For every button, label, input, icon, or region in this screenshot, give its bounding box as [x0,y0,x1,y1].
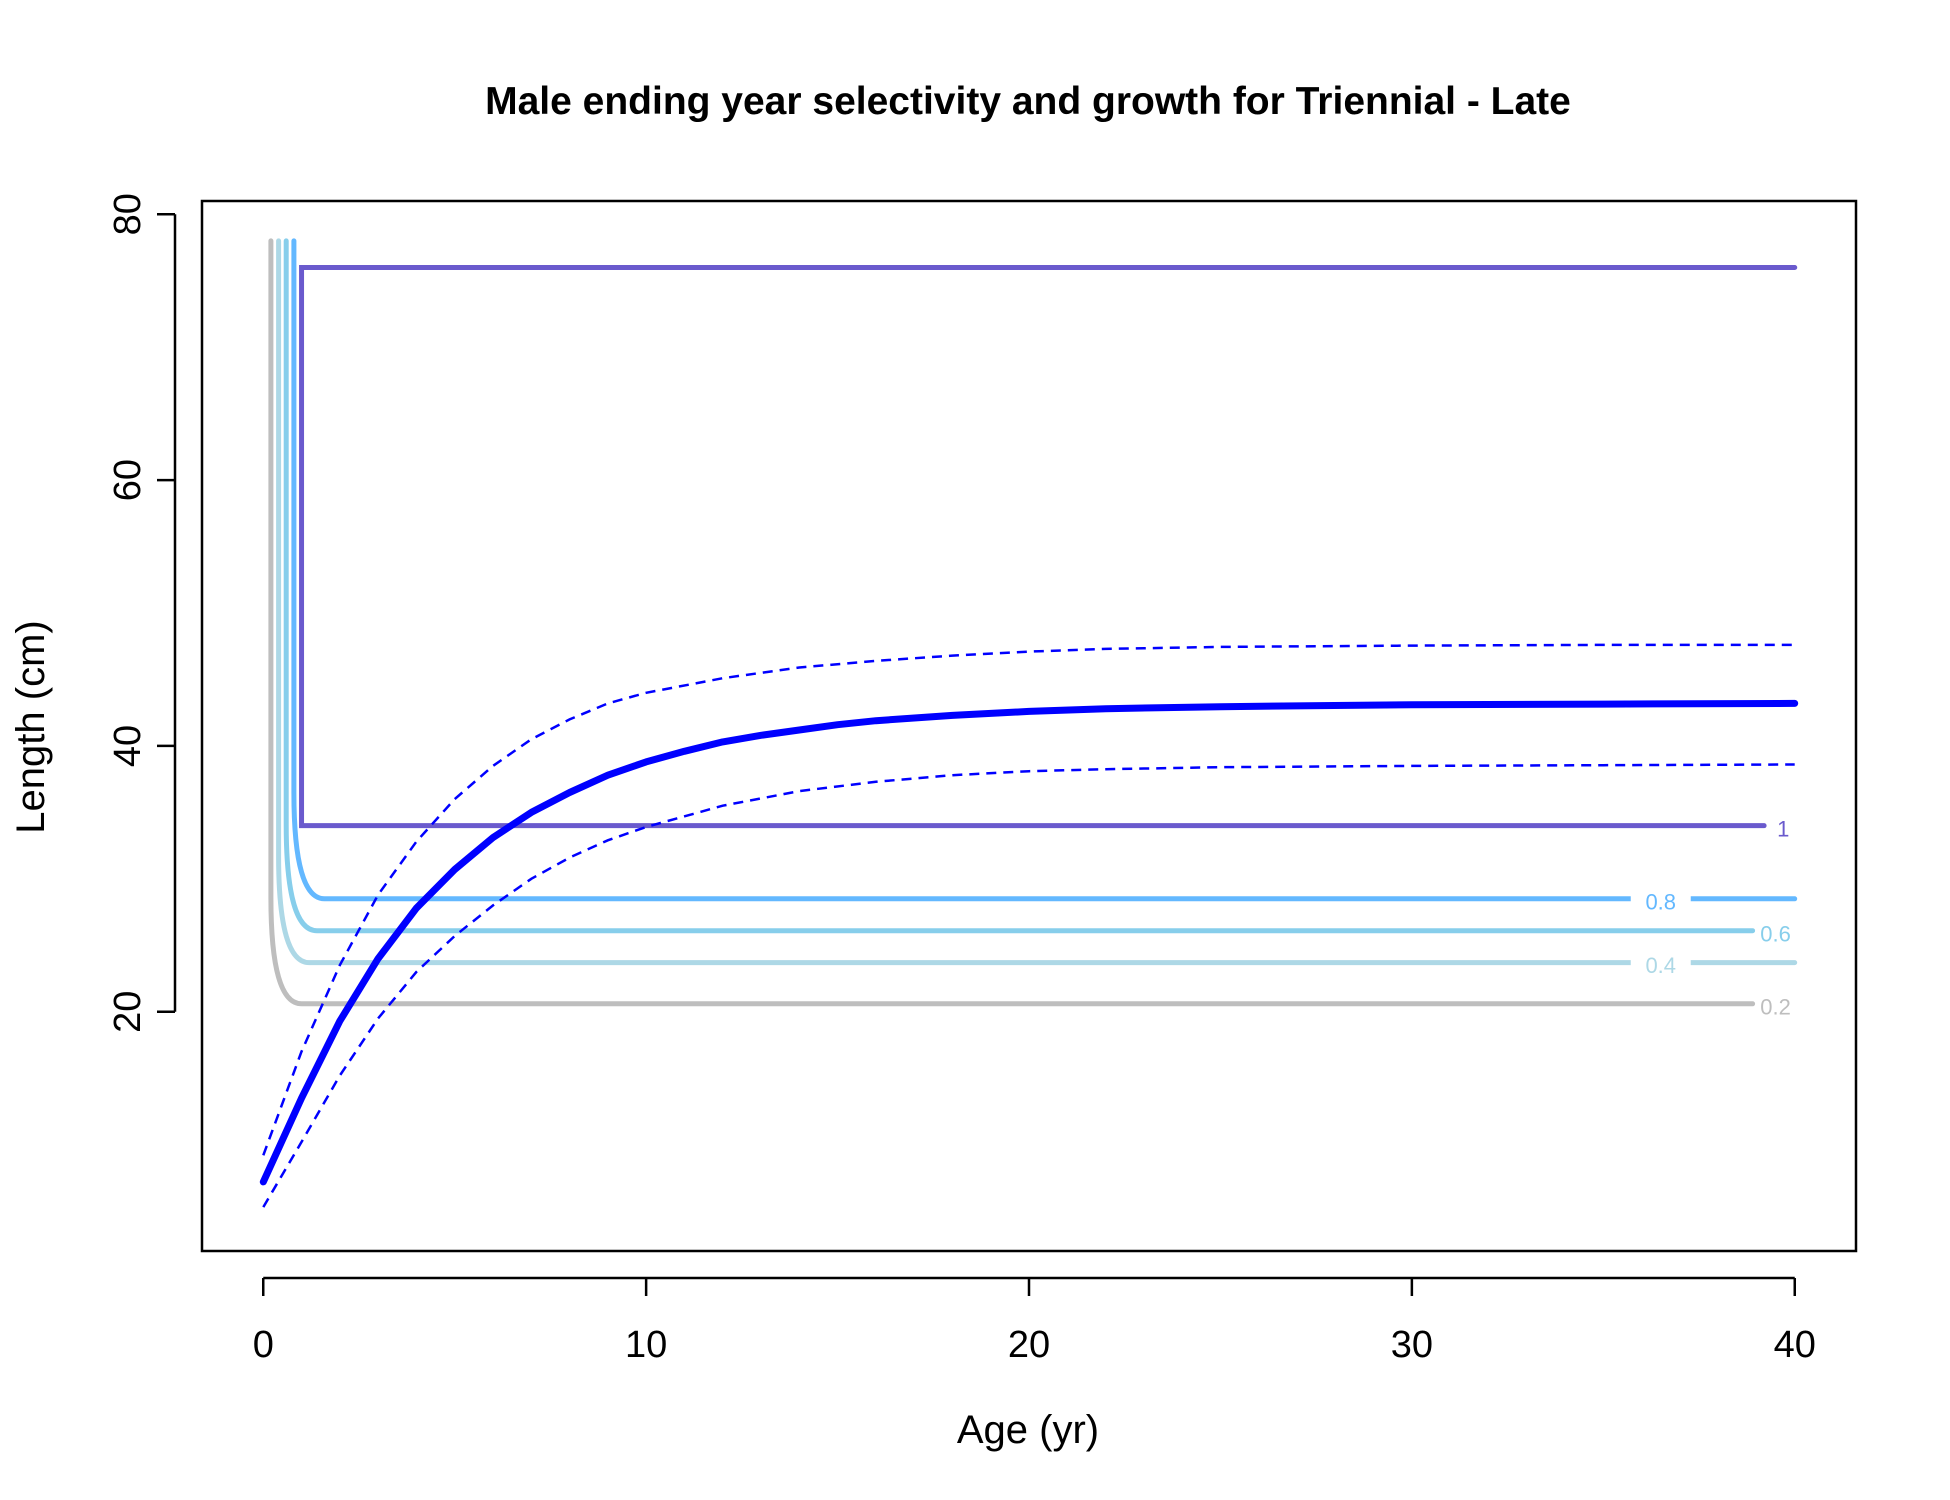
contour-label-gap-0.8 [1630,884,1691,913]
contour-label-0.2: 0.2 [1760,994,1791,1019]
x-tick-label: 30 [1391,1324,1433,1366]
growth-upper-interval [262,643,1795,1156]
y-tick-label: 40 [107,725,149,767]
contour-label-gap-0.4 [1630,948,1691,977]
plot-frame [200,199,1858,1253]
growth-lower-interval [262,763,1795,1208]
y-tick-label: 20 [107,991,149,1033]
x-tick-label: 10 [625,1324,667,1366]
y-axis-label: Length (cm) [9,620,53,833]
selectivity-contour-0.2 [268,238,1756,1007]
contour-label-0.4: 0.4 [1645,953,1676,978]
contour-label-1: 1 [1777,816,1789,841]
y-tick-label: 60 [107,459,149,501]
chart-title: Male ending year selectivity and growth … [485,80,1571,123]
axes: 0 10 20 30 40 20 40 60 80 [107,193,1816,1366]
x-tick-label: 0 [253,1324,274,1366]
selectivity-contour-1 [299,264,1798,829]
plot-area: 0.2 0.4 0.6 0.8 1 [259,238,1799,1208]
growth-mean-curve [259,699,1799,1186]
selectivity-contour-0.4 [276,238,1798,966]
selectivity-contour-0.6 [283,238,1756,934]
contour-label-0.6: 0.6 [1760,921,1791,946]
contour-label-0.8: 0.8 [1645,889,1676,914]
x-tick-label: 20 [1008,1324,1050,1366]
selectivity-contour-0.8 [291,238,1798,902]
y-tick-label: 80 [107,193,149,235]
x-tick-label: 40 [1774,1324,1816,1366]
x-axis-label: Age (yr) [957,1408,1099,1452]
